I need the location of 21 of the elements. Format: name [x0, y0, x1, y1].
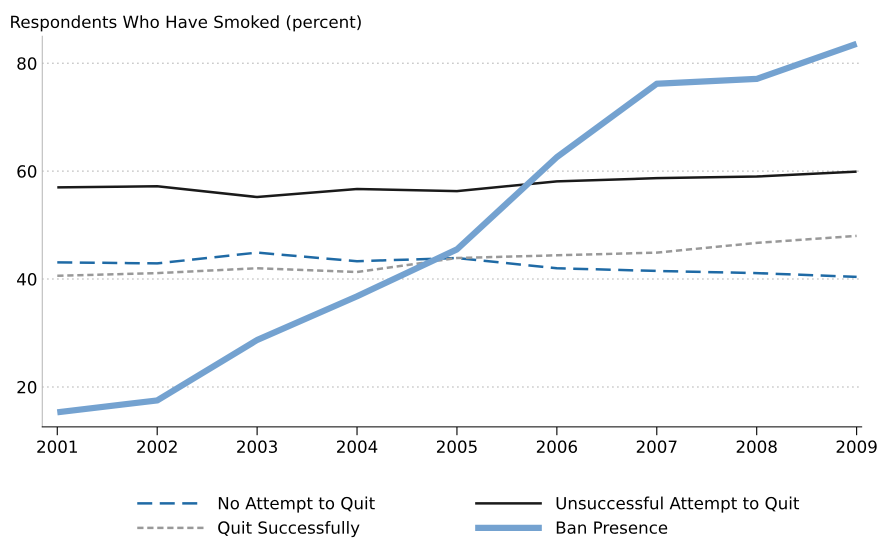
- line-series: [56, 234, 858, 278]
- x-tick-label: 2005: [436, 440, 477, 453]
- x-tick-label: 2004: [337, 440, 378, 453]
- legend-label: Unsuccessful Attempt to Quit: [556, 496, 800, 513]
- legend-label: Quit Successfully: [218, 521, 360, 538]
- chart-title: Respondents Who Have Smoked (percent): [11, 15, 361, 32]
- x-tick-label: 2006: [536, 440, 578, 453]
- y-tick-label: 80: [17, 57, 36, 70]
- legend-label: No Attempt to Quit: [218, 496, 375, 513]
- x-tick-label: 2003: [237, 440, 277, 453]
- line-series: [56, 170, 858, 198]
- y-tick-label: 20: [17, 380, 36, 394]
- legend-label: Ban Presence: [556, 522, 668, 534]
- x-tick-label: 2008: [736, 440, 777, 453]
- x-tick-label: 2001: [37, 440, 77, 453]
- x-tick-label: 2007: [636, 440, 677, 453]
- y-tick-label: 40: [17, 273, 36, 286]
- y-tick-label: 60: [17, 165, 36, 178]
- x-tick-label: 2002: [137, 440, 177, 453]
- x-tick-label: 2009: [836, 440, 877, 453]
- line-series: [56, 251, 858, 278]
